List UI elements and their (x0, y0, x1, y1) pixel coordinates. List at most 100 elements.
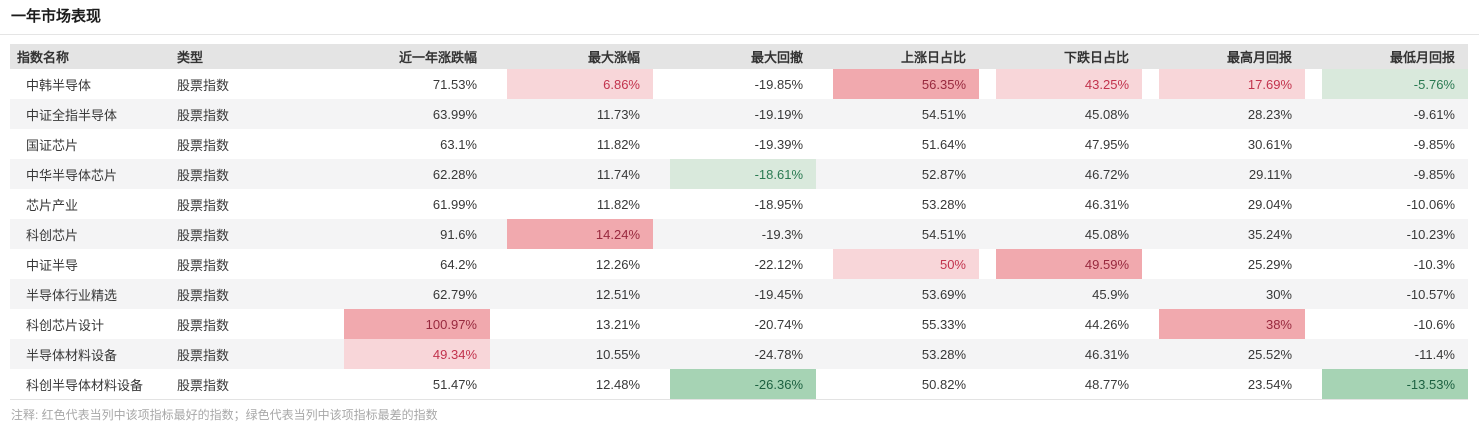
metric-cell: 14.24% (507, 219, 653, 249)
metric-cell: -10.3% (1322, 249, 1468, 279)
index-name: 中华半导体芯片 (26, 167, 118, 183)
column-header: 上涨日占比 (900, 50, 966, 65)
index-type: 股票指数 (177, 377, 230, 393)
metric-cell: 30% (1159, 279, 1305, 309)
metric-cell: -18.95% (670, 189, 816, 219)
metric-cell: 50.82% (833, 369, 979, 399)
metric-value: 53.69% (921, 286, 966, 302)
metric-cell: -10.23% (1322, 219, 1468, 249)
metric-value: 46.31% (1084, 196, 1129, 212)
index-type: 股票指数 (177, 107, 230, 123)
metric-cell: -19.85% (670, 69, 816, 99)
metric-cell: 13.21% (507, 309, 653, 339)
metric-value-highlighted: 100.97% (344, 309, 490, 339)
metric-value: -19.39% (754, 136, 803, 152)
metric-cell: 62.79% (344, 279, 490, 309)
index-name: 科创芯片设计 (26, 317, 105, 333)
index-type: 股票指数 (177, 317, 230, 333)
table-row: 中韩半导体 股票指数 71.53% 6.86% -19.85% 56.35% 43.25% 1… (10, 69, 1468, 99)
metric-value: -10.57% (1406, 286, 1455, 302)
page-title: 一年市场表现 (11, 8, 102, 25)
metric-cell: 38% (1159, 309, 1305, 339)
performance-table: 指数名称 类型 近一年涨跌幅 最大涨幅 最大回撤 上涨日占比 下跌日占比 最高月回报 最低月回报… (10, 44, 1468, 400)
index-name: 半导体行业精选 (26, 287, 118, 303)
metric-cell: 25.29% (1159, 249, 1305, 279)
metric-value: -10.6% (1413, 316, 1455, 332)
index-name: 科创芯片 (26, 227, 79, 243)
metric-value: 45.08% (1084, 226, 1129, 242)
index-type: 股票指数 (177, 197, 230, 213)
metric-cell: 12.26% (507, 249, 653, 279)
metric-cell: 45.9% (996, 279, 1142, 309)
metric-cell: 46.31% (996, 189, 1142, 219)
metric-cell: -10.57% (1322, 279, 1468, 309)
metric-cell: 44.26% (996, 309, 1142, 339)
metric-value: 62.79% (432, 286, 477, 302)
title-divider (0, 34, 1479, 35)
metric-value: 51.47% (432, 376, 477, 392)
metric-value: -10.3% (1413, 256, 1455, 272)
metric-cell: -9.85% (1322, 159, 1468, 189)
metric-value: -10.06% (1406, 196, 1455, 212)
metric-cell: 28.23% (1159, 99, 1305, 129)
index-type: 股票指数 (177, 257, 230, 273)
metric-cell: 29.11% (1159, 159, 1305, 189)
index-name: 国证芯片 (26, 137, 79, 153)
metric-cell: 62.28% (344, 159, 490, 189)
table-row: 中证半导 股票指数 64.2% 12.26% -22.12% 50% 49.59% 25.29… (10, 249, 1468, 279)
metric-value: 30.61% (1247, 136, 1292, 152)
metric-value: 46.31% (1084, 346, 1129, 362)
metric-value: 44.26% (1084, 316, 1129, 332)
metric-cell: 55.33% (833, 309, 979, 339)
metric-cell: -26.36% (670, 369, 816, 399)
metric-value: 54.51% (921, 226, 966, 242)
metric-cell: -19.19% (670, 99, 816, 129)
metric-cell: 51.64% (833, 129, 979, 159)
metric-cell: -19.45% (670, 279, 816, 309)
table-row: 半导体行业精选 股票指数 62.79% 12.51% -19.45% 53.69% 45.9… (10, 279, 1468, 309)
table-body: 中韩半导体 股票指数 71.53% 6.86% -19.85% 56.35% 43.25% 1… (10, 69, 1468, 399)
metric-value: 91.6% (440, 226, 477, 242)
metric-cell: 6.86% (507, 69, 653, 99)
metric-value: 11.82% (596, 136, 640, 152)
metric-cell: 11.82% (507, 129, 653, 159)
column-header: 最高月回报 (1226, 50, 1292, 65)
metric-cell: 11.74% (507, 159, 653, 189)
metric-cell: 49.59% (996, 249, 1142, 279)
metric-cell: -19.39% (670, 129, 816, 159)
metric-value: 47.95% (1084, 136, 1129, 152)
metric-value: -24.78% (754, 346, 803, 362)
metric-cell: 45.08% (996, 219, 1142, 249)
metric-value-highlighted: -26.36% (670, 369, 816, 399)
metric-cell: 49.34% (344, 339, 490, 369)
metric-value: -20.74% (754, 316, 803, 332)
metric-cell: 46.31% (996, 339, 1142, 369)
metric-value: 50.82% (921, 376, 966, 392)
metric-value: 13.21% (595, 316, 640, 332)
index-name: 中证全指半导体 (26, 107, 118, 123)
metric-cell: 47.95% (996, 129, 1142, 159)
metric-value: -19.19% (754, 106, 803, 122)
metric-value: 52.87% (921, 166, 966, 182)
metric-cell: -9.61% (1322, 99, 1468, 129)
metric-value: 11.74% (596, 166, 640, 182)
metric-cell: -24.78% (670, 339, 816, 369)
table-row: 中证全指半导体 股票指数 63.99% 11.73% -19.19% 54.51% 45.0… (10, 99, 1468, 129)
metric-value: 29.04% (1247, 196, 1292, 212)
metric-cell: -5.76% (1322, 69, 1468, 99)
index-type: 股票指数 (177, 287, 230, 303)
metric-cell: -10.06% (1322, 189, 1468, 219)
metric-value: -19.85% (754, 76, 803, 92)
metric-value: 12.26% (595, 256, 640, 272)
metric-value-highlighted: 38% (1159, 309, 1305, 339)
metric-value-highlighted: 56.35% (833, 69, 979, 99)
table-row: 中华半导体芯片 股票指数 62.28% 11.74% -18.61% 52.87% 46.7… (10, 159, 1468, 189)
column-header: 最大回撤 (750, 50, 803, 65)
metric-value: -9.85% (1413, 136, 1455, 152)
metric-cell: 25.52% (1159, 339, 1305, 369)
index-type: 股票指数 (177, 347, 230, 363)
metric-value: 30% (1265, 286, 1292, 302)
column-header: 近一年涨跌幅 (398, 50, 477, 65)
index-name: 中韩半导体 (26, 77, 92, 93)
table-header-row: 指数名称 类型 近一年涨跌幅 最大涨幅 最大回撤 上涨日占比 下跌日占比 最高月回报 最低月回报 (10, 44, 1468, 69)
